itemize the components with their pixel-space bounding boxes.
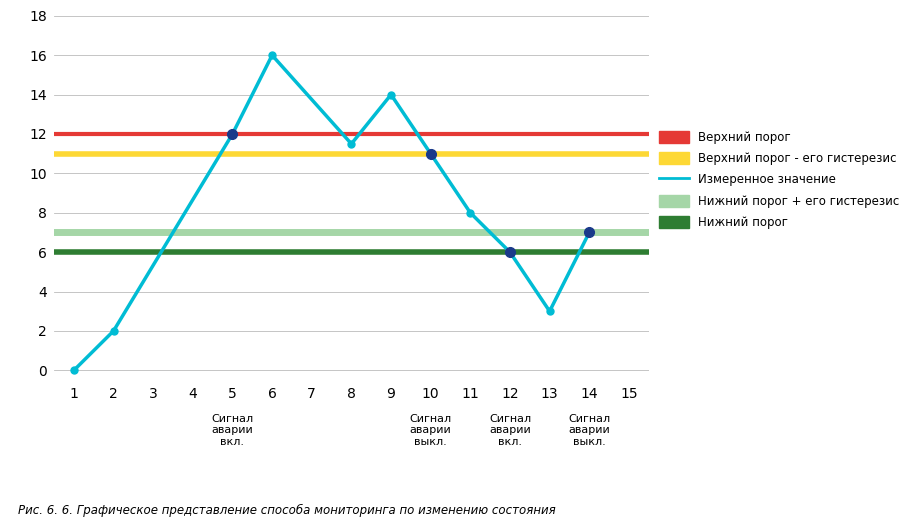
Text: Сигнал
аварии
выкл.: Сигнал аварии выкл.	[569, 413, 610, 447]
Text: Рис. 6. 6. Графическое представление способа мониторинга по изменению состояния: Рис. 6. 6. Графическое представление спо…	[18, 504, 556, 517]
Text: Сигнал
аварии
выкл.: Сигнал аварии выкл.	[410, 413, 451, 447]
Text: Сигнал
аварии
вкл.: Сигнал аварии вкл.	[212, 413, 253, 447]
Text: Сигнал
аварии
вкл.: Сигнал аварии вкл.	[489, 413, 531, 447]
Legend: Верхний порог, Верхний порог - его гистерезис, Измеренное значение, Нижний порог: Верхний порог, Верхний порог - его гисте…	[655, 126, 901, 233]
